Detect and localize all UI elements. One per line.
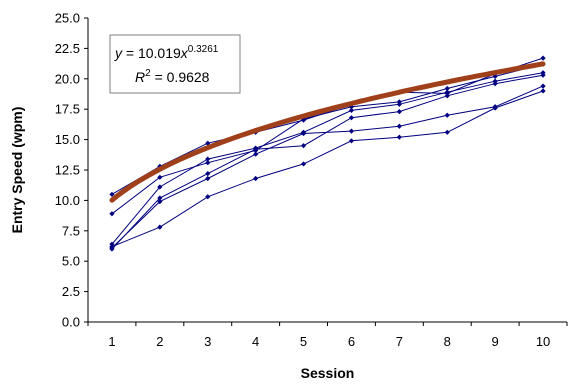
equation-box: y = 10.019x0.3261 R2 = 0.9628: [109, 34, 241, 94]
data-point: [205, 175, 211, 182]
data-point: [396, 101, 402, 107]
data-point: [540, 88, 546, 94]
x-tick-label: 3: [204, 334, 211, 349]
equation-exponent: 0.3261: [188, 44, 219, 55]
x-ticks: 1 2 3 4 5 6 7 8 9 10: [87, 322, 568, 349]
data-point: [396, 109, 402, 115]
y-ticks: 0.0 2.5 5.0 7.5 10.0 12.5 15.0 17.5 20.0 22.5 25.0: [55, 11, 88, 330]
x-tick-label: 8: [444, 334, 451, 349]
series-line: [111, 85, 544, 249]
y-tick-label: 15.0: [55, 132, 80, 147]
data-point: [348, 107, 355, 114]
data-point: [444, 85, 450, 92]
series-line: [111, 63, 544, 215]
data-point: [109, 191, 115, 197]
series-6: [109, 88, 546, 250]
x-tick-label: 7: [396, 334, 403, 349]
data-point: [253, 151, 259, 157]
data-point: [444, 89, 450, 95]
data-point: [492, 105, 498, 111]
data-point: [540, 55, 546, 61]
data-point: [205, 194, 211, 200]
data-point: [348, 138, 355, 144]
y-tick-label: 17.5: [55, 102, 80, 117]
r-squared-value: = 0.9628: [151, 69, 210, 85]
y-tick-label: 12.5: [55, 163, 80, 178]
series-line: [111, 72, 544, 245]
data-point: [396, 123, 402, 129]
x-tick-label: 10: [536, 334, 550, 349]
y-tick-label: 7.5: [62, 223, 80, 238]
x-axis-title: Session: [301, 365, 355, 381]
data-point: [157, 195, 163, 201]
equation-box-frame: [109, 34, 241, 94]
data-point: [157, 184, 163, 190]
series-line: [111, 57, 544, 195]
data-point: [253, 146, 259, 152]
r-squared-symbol: R: [135, 69, 145, 85]
x-tick-label: 1: [108, 334, 115, 349]
series-line: [111, 90, 544, 248]
y-tick-label: 10.0: [55, 193, 80, 208]
y-tick-label: 0.0: [62, 315, 80, 330]
data-point: [396, 134, 402, 140]
x-tick-label: 6: [348, 334, 355, 349]
data-point: [492, 73, 498, 79]
data-point: [348, 128, 355, 134]
data-point: [109, 244, 115, 250]
y-tick-label: 2.5: [62, 284, 80, 299]
data-point: [205, 160, 211, 166]
series-3: [109, 70, 546, 247]
equation-coefficient: = 10.019: [122, 45, 181, 61]
equation-text: y = 10.019x0.3261: [114, 44, 219, 61]
y-tick-label: 22.5: [55, 41, 80, 56]
data-point: [157, 174, 163, 180]
data-point: [109, 211, 115, 217]
y-tick-label: 20.0: [55, 71, 80, 86]
x-tick-label: 4: [252, 334, 259, 349]
data-point: [157, 224, 163, 230]
y-tick-label: 25.0: [55, 11, 80, 26]
x-tick-label: 2: [156, 334, 163, 349]
x-tick-label: 5: [300, 334, 307, 349]
y-axis-title: Entry Speed (wpm): [9, 107, 25, 234]
data-point: [492, 81, 498, 87]
series-line: [111, 74, 544, 250]
data-point: [253, 175, 259, 182]
data-point: [444, 112, 450, 118]
data-point: [300, 143, 307, 149]
data-point: [540, 72, 546, 78]
data-point: [540, 83, 546, 89]
data-point: [205, 171, 211, 177]
equation-y-symbol: y: [114, 45, 123, 61]
data-point: [300, 161, 307, 167]
data-point: [157, 199, 163, 205]
data-point: [205, 156, 211, 162]
series-group: [109, 55, 546, 252]
trendline: [109, 61, 546, 203]
y-tick-label: 5.0: [62, 254, 80, 269]
data-point: [348, 115, 355, 121]
x-tick-label: 9: [492, 334, 499, 349]
data-point: [444, 129, 450, 135]
data-point: [300, 130, 307, 137]
trendline-group: [109, 61, 546, 203]
r-squared-text: R2 = 0.9628: [135, 68, 210, 85]
equation-x-symbol: x: [180, 45, 189, 61]
data-point: [444, 93, 450, 99]
r-squared-exponent: 2: [145, 68, 151, 79]
